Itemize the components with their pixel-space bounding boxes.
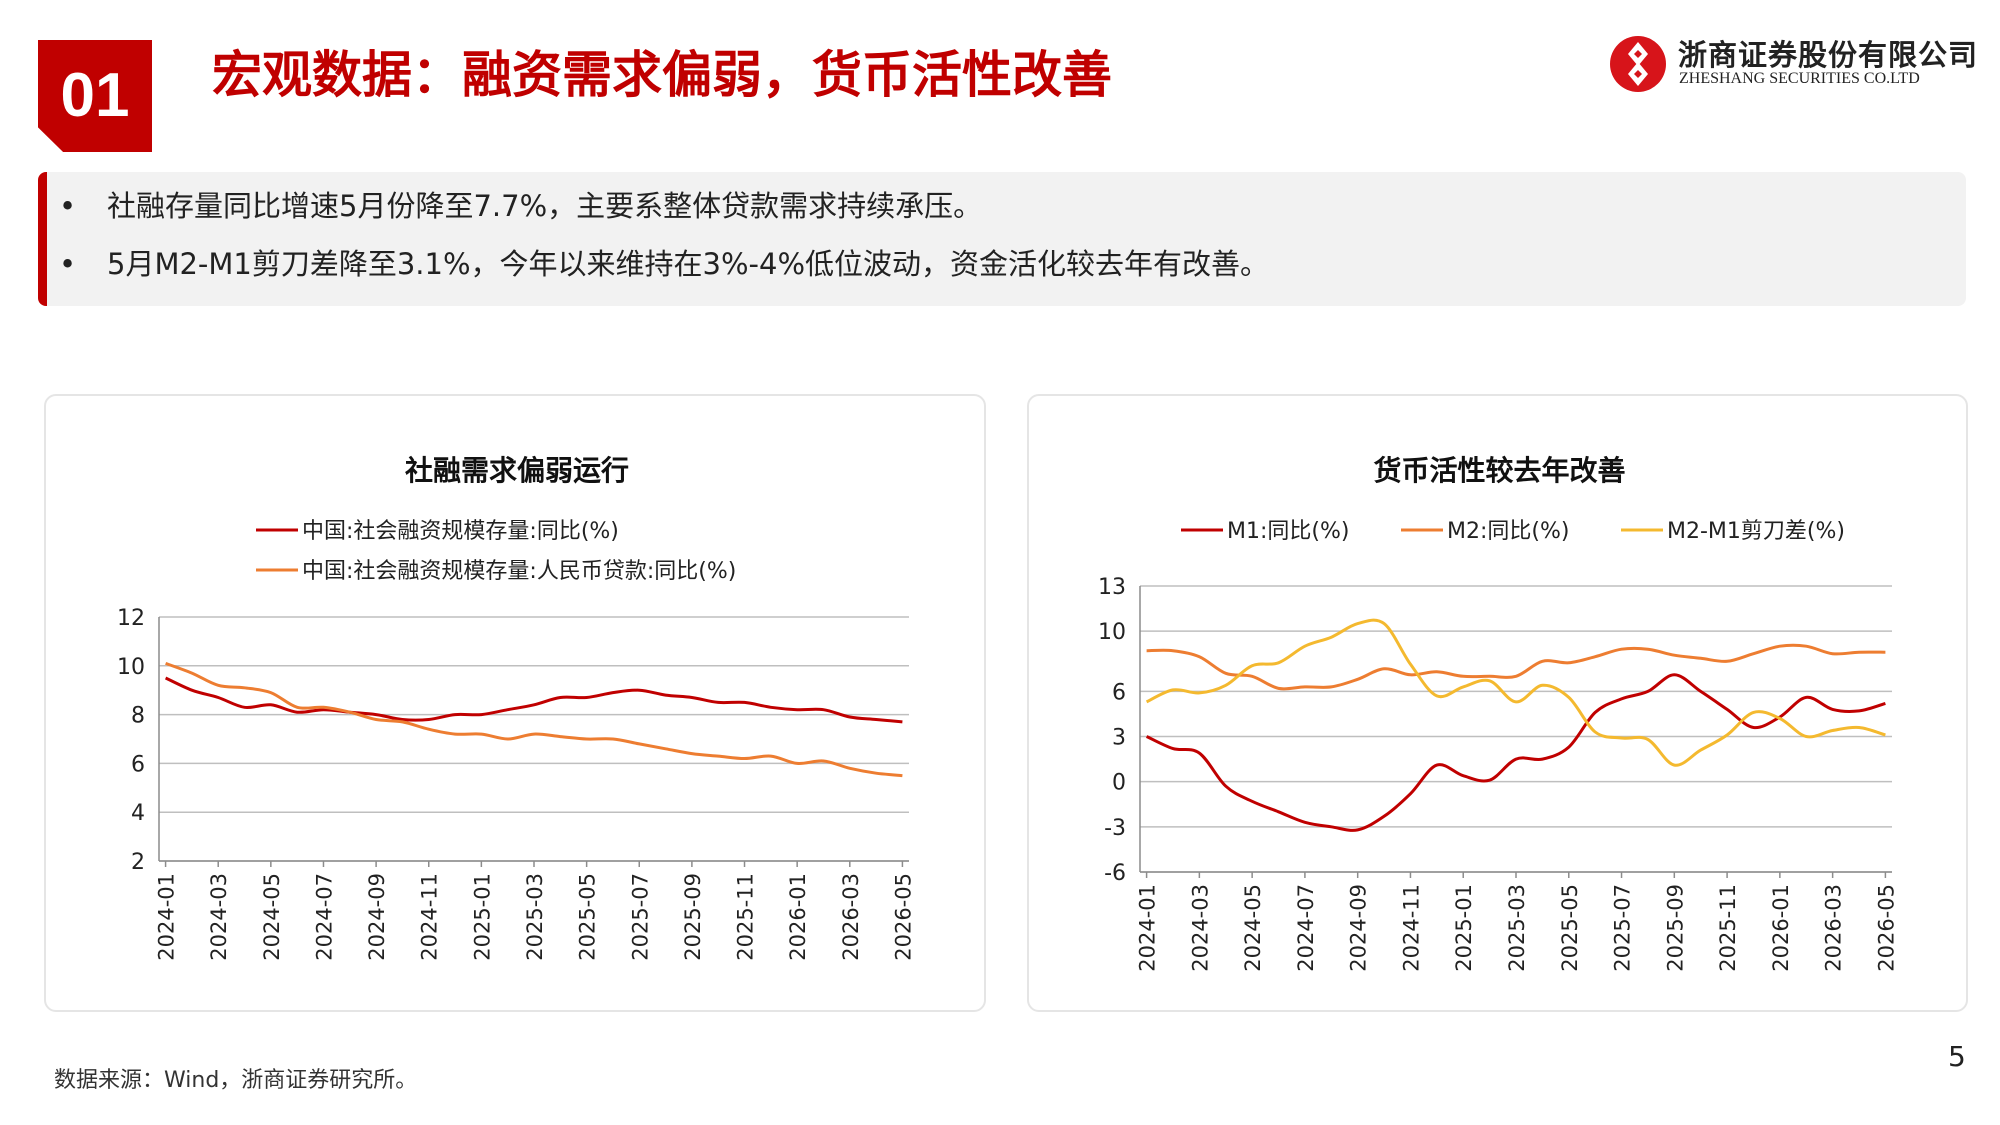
x-tick-label: 2026-03 <box>1822 884 1846 972</box>
x-tick-label: 2026-05 <box>1874 884 1898 972</box>
x-tick-label: 2024-11 <box>418 873 442 961</box>
x-tick-label: 2024-03 <box>207 873 231 961</box>
page-number: 5 <box>1948 1040 1966 1073</box>
legend-label: M2-M1剪刀差(%) <box>1667 519 1845 544</box>
x-tick-label: 2024-01 <box>155 873 179 961</box>
x-tick-label: 2025-05 <box>1558 884 1582 972</box>
series-line <box>164 676 903 724</box>
y-tick-label: 6 <box>131 752 145 777</box>
chart-panel-money-activity: 货币活性较去年改善 M1:同比(%) M2:同比(%) M2-M1剪刀差(%) 13 10… <box>1027 394 1968 1012</box>
chart-title: 社融需求偏弱运行 <box>405 454 629 487</box>
bullet-text: 社融存量同比增速5月份降至7.7%，主要系整体贷款需求持续承压。 <box>107 189 983 223</box>
x-tick-label: 2024-07 <box>1294 884 1318 972</box>
x-tick-label: 2025-11 <box>1716 884 1740 972</box>
x-tick-label: 2024-09 <box>1347 884 1371 972</box>
y-tick-label: 8 <box>131 704 145 729</box>
series-line <box>165 661 903 778</box>
chart-title: 货币活性较去年改善 <box>1373 454 1625 487</box>
section-number-badge <box>38 40 152 152</box>
series-line <box>1145 618 1886 767</box>
x-tick-label: 2026-03 <box>839 873 863 961</box>
x-tick-label: 2025-03 <box>523 873 547 961</box>
x-tick-label: 2024-11 <box>1399 884 1423 972</box>
x-tick-label: 2026-05 <box>891 873 915 961</box>
legend-label: M2:同比(%) <box>1447 519 1569 544</box>
y-tick-label: 3 <box>1112 726 1126 751</box>
x-tick-label: 2026-01 <box>1769 884 1793 972</box>
x-tick-label: 2025-01 <box>470 873 494 961</box>
x-tick-label: 2024-09 <box>365 873 389 961</box>
zheshang-logo-icon <box>1610 36 1666 92</box>
legend-label: 中国:社会融资规模存量:人民币贷款:同比(%) <box>302 559 736 584</box>
x-tick-label: 2025-01 <box>1452 884 1476 972</box>
x-tick-label: 2025-07 <box>628 873 652 961</box>
logo-name-cn: 浙商证券股份有限公司 <box>1678 38 1979 72</box>
y-tick-label: 6 <box>1112 680 1126 705</box>
x-tick-label: 2024-01 <box>1136 884 1160 972</box>
x-tick-label: 2025-09 <box>1663 884 1687 972</box>
bullet-dot: • <box>59 189 77 223</box>
x-tick-label: 2025-09 <box>681 873 705 961</box>
y-tick-label: 4 <box>131 801 145 826</box>
y-tick-label: 12 <box>117 606 145 631</box>
x-tick-label: 2026-01 <box>786 873 810 961</box>
x-tick-label: 2024-05 <box>260 873 284 961</box>
y-tick-label: 10 <box>1098 620 1126 645</box>
x-tick-label: 2024-07 <box>312 873 336 961</box>
y-tick-label: -3 <box>1104 816 1126 841</box>
x-tick-label: 2025-03 <box>1505 884 1529 972</box>
logo-name-en: ZHESHANG SECURITIES CO.LTD <box>1679 70 1920 87</box>
x-tick-label: 2025-05 <box>576 873 600 961</box>
chart-panel-social-financing: 社融需求偏弱运行中国:社会融资规模存量:同比(%) 中国:社会融资规模存量:人民币… <box>44 394 986 1012</box>
y-tick-label: 10 <box>117 655 145 680</box>
summary-box: • 社融存量同比增速5月份降至7.7%，主要系整体贷款需求持续承压。 • 5月M… <box>38 172 1966 306</box>
series-line <box>1146 643 1886 691</box>
x-tick-label: 2025-11 <box>734 873 758 961</box>
page-title: 宏观数据：融资需求偏弱，货币活性改善 <box>212 46 1112 104</box>
section-number: 01 <box>60 61 130 130</box>
company-logo: 浙商证券股份有限公司 ZHESHANG SECURITIES CO.LTD <box>1608 32 1977 96</box>
x-tick-label: 2024-05 <box>1241 884 1265 972</box>
bullet-text: 5月M2-M1剪刀差降至3.1%，今年以来维持在3%-4%低位波动，资金活化较去… <box>107 247 1270 281</box>
source-note: 数据来源：Wind，浙商证券研究所。 <box>54 1068 418 1093</box>
bullet-dot: • <box>59 247 77 281</box>
y-tick-label: 13 <box>1098 575 1126 600</box>
x-tick-label: 2024-03 <box>1188 884 1212 972</box>
y-tick-label: -6 <box>1104 861 1126 886</box>
x-tick-label: 2025-07 <box>1611 884 1635 972</box>
money-activity-chart: 货币活性较去年改善 M1:同比(%) M2:同比(%) M2-M1剪刀差(%) 13 10… <box>1098 454 1898 972</box>
legend-label: M1:同比(%) <box>1227 519 1349 544</box>
y-tick-label: 0 <box>1112 771 1126 796</box>
series-line <box>1145 673 1886 832</box>
y-tick-label: 2 <box>131 850 145 875</box>
legend-label: 中国:社会融资规模存量:同比(%) <box>302 519 619 544</box>
